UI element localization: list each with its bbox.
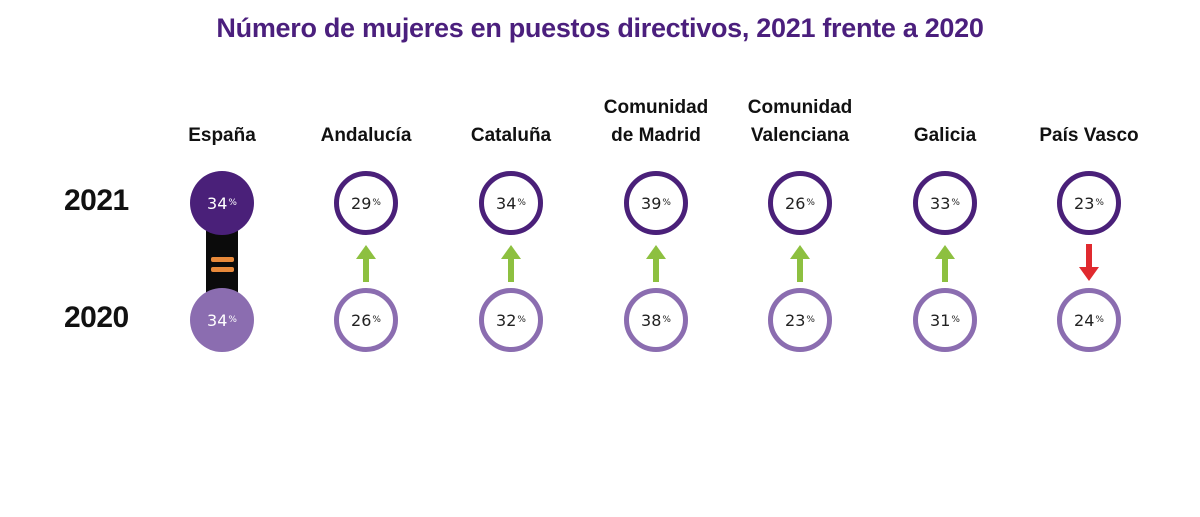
column-label-line: Andalucía — [320, 125, 412, 146]
column-label: Cataluña — [431, 122, 591, 150]
arrow-up-icon — [935, 245, 955, 282]
arrow-down-icon — [1079, 244, 1099, 281]
column-label-line: País Vasco — [1039, 125, 1139, 146]
arrow-shaft — [1086, 244, 1092, 269]
percent-sign: % — [662, 198, 671, 208]
column-label: España — [142, 122, 302, 150]
percent-sign: % — [806, 198, 815, 208]
column-label: País Vasco — [1009, 122, 1169, 150]
column-label-line: Galicia — [913, 125, 977, 146]
value-number: 26 — [351, 310, 372, 330]
arrow-head — [1079, 267, 1099, 281]
value-circle-2021: 29% — [334, 171, 398, 235]
column-label-line: Valenciana — [750, 125, 850, 146]
value-number: 23 — [785, 310, 806, 330]
column-label: Comunidad de Madrid — [576, 94, 736, 150]
value-circle-2021: 34% — [479, 171, 543, 235]
chart-title: Número de mujeres en puestos directivos,… — [216, 13, 984, 43]
arrow-head — [646, 245, 666, 259]
value-number: 26 — [785, 193, 806, 213]
percent-sign: % — [1095, 198, 1104, 208]
percent-sign: % — [951, 198, 960, 208]
value-number: 39 — [641, 193, 662, 213]
value-circle-2021: 23% — [1057, 171, 1121, 235]
equals-icon-bottom — [211, 267, 234, 272]
value-circle-2021: 33% — [913, 171, 977, 235]
arrow-shaft — [653, 257, 659, 282]
column-label: Andalucía — [286, 122, 446, 150]
column-label: Galicia — [865, 122, 1025, 150]
arrow-head — [935, 245, 955, 259]
year-label-2020: 2020 — [64, 301, 129, 334]
value-number: 34 — [496, 193, 517, 213]
value-circle-2020: 38% — [624, 288, 688, 352]
value-circle-2020: 24% — [1057, 288, 1121, 352]
arrow-shaft — [508, 257, 514, 282]
value-number: 34 — [207, 310, 228, 330]
arrow-up-icon — [356, 245, 376, 282]
value-circle-2021: 26% — [768, 171, 832, 235]
percent-sign: % — [951, 315, 960, 325]
column-label-line: Comunidad — [603, 97, 709, 118]
arrow-shaft — [363, 257, 369, 282]
column-label-line: España — [188, 125, 256, 146]
value-number: 32 — [496, 310, 517, 330]
value-number: 38 — [641, 310, 662, 330]
equals-icon-top — [211, 257, 234, 262]
percent-sign: % — [372, 315, 381, 325]
arrow-shaft — [942, 257, 948, 282]
value-number: 31 — [930, 310, 951, 330]
value-circle-2021: 34% — [190, 171, 254, 235]
value-number: 24 — [1074, 310, 1095, 330]
arrow-up-icon — [646, 245, 666, 282]
column-label-line: de Madrid — [611, 125, 701, 146]
arrow-head — [501, 245, 521, 259]
arrow-head — [356, 245, 376, 259]
arrow-head — [790, 245, 810, 259]
column-label-line: Comunidad — [747, 97, 853, 118]
percent-sign: % — [517, 315, 526, 325]
percent-sign: % — [1095, 315, 1104, 325]
percent-sign: % — [806, 315, 815, 325]
value-number: 29 — [351, 193, 372, 213]
value-number: 23 — [1074, 193, 1095, 213]
value-number: 33 — [930, 193, 951, 213]
value-number: 34 — [207, 193, 228, 213]
percent-sign: % — [662, 315, 671, 325]
arrow-up-icon — [790, 245, 810, 282]
arrow-shaft — [797, 257, 803, 282]
value-circle-2021: 39% — [624, 171, 688, 235]
column-label-line: Cataluña — [470, 125, 552, 146]
percent-sign: % — [372, 198, 381, 208]
value-circle-2020: 26% — [334, 288, 398, 352]
value-circle-2020: 32% — [479, 288, 543, 352]
value-circle-2020: 23% — [768, 288, 832, 352]
percent-sign: % — [228, 198, 237, 208]
year-label-2021: 2021 — [64, 184, 129, 217]
arrow-up-icon — [501, 245, 521, 282]
value-circle-2020: 31% — [913, 288, 977, 352]
column-label: Comunidad Valenciana — [720, 94, 880, 150]
value-circle-2020: 34% — [190, 288, 254, 352]
percent-sign: % — [228, 315, 237, 325]
percent-sign: % — [517, 198, 526, 208]
